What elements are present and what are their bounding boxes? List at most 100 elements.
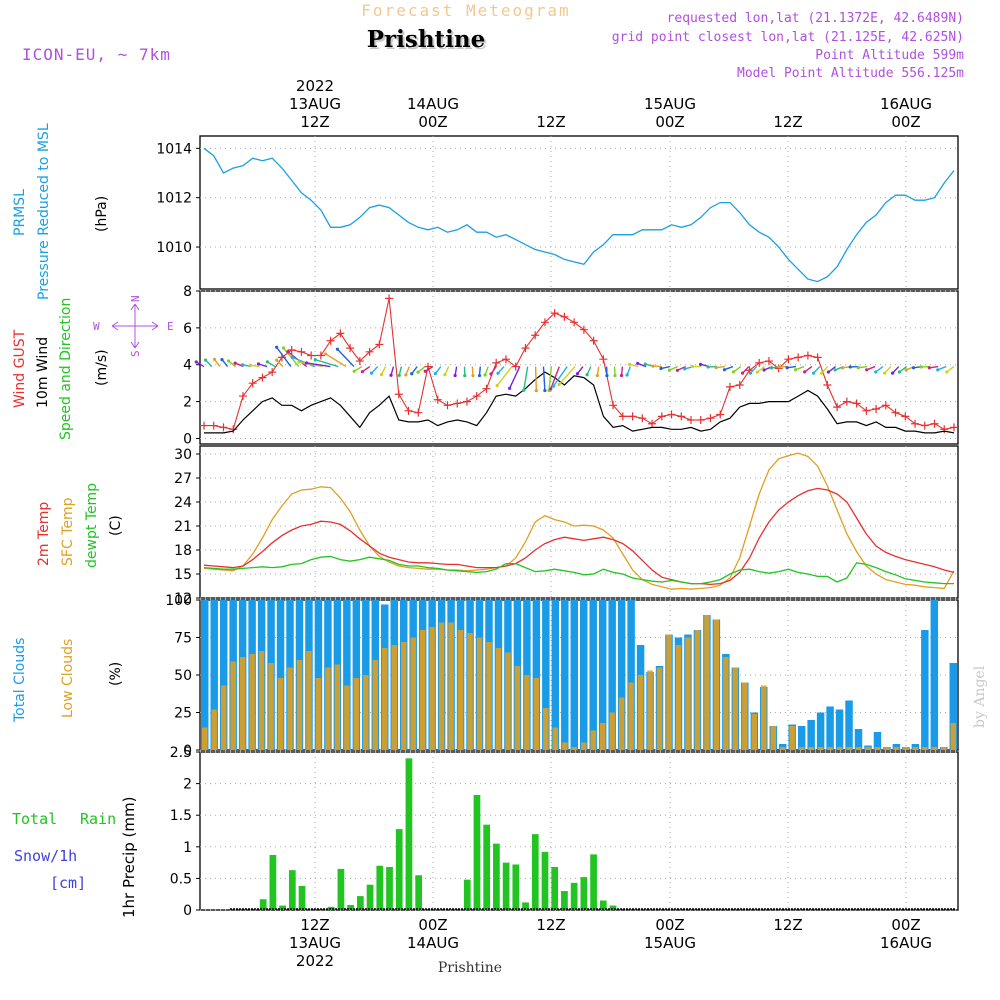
low-cloud-bar bbox=[571, 747, 577, 750]
low-cloud-bar bbox=[391, 645, 397, 750]
wind-arrowhead bbox=[557, 382, 561, 387]
panel-frame bbox=[199, 135, 959, 290]
low-cloud-bar bbox=[344, 685, 350, 750]
precip-bar bbox=[415, 875, 423, 910]
low-cloud-bar bbox=[637, 675, 644, 750]
cloud-tick-label: 50 bbox=[174, 668, 192, 684]
low-cloud-bar bbox=[429, 627, 435, 750]
low-cloud-bar bbox=[372, 660, 379, 750]
gust-marker bbox=[492, 358, 501, 367]
precip-bar bbox=[580, 877, 588, 910]
wind-direction-arrow bbox=[315, 358, 339, 368]
panel-frame bbox=[199, 290, 959, 445]
wind-arrowhead bbox=[194, 360, 198, 364]
cloud-tick-label: 100 bbox=[165, 593, 192, 609]
low-cloud-bar bbox=[410, 637, 416, 750]
gust-marker bbox=[784, 355, 793, 364]
wind-arrowhead bbox=[840, 366, 845, 370]
low-cloud-bar bbox=[656, 667, 663, 750]
total-cloud-bar bbox=[343, 600, 351, 750]
gust-marker bbox=[794, 353, 803, 362]
wind-arrowhead bbox=[551, 384, 555, 388]
bottom-time-label: 00Z bbox=[418, 916, 447, 934]
wind-arrowhead bbox=[369, 371, 374, 375]
low-cloud-bar bbox=[306, 651, 312, 750]
wind-arrowhead bbox=[698, 362, 703, 366]
precip-bar bbox=[502, 862, 510, 910]
precip-tick-label: 1 bbox=[183, 840, 192, 856]
low-cloud-bar bbox=[713, 619, 720, 750]
wind-arrowhead bbox=[848, 365, 852, 369]
wind-tick-label: 8 bbox=[183, 284, 192, 300]
gust-marker bbox=[482, 384, 491, 393]
gust-marker bbox=[531, 331, 540, 340]
gust-marker bbox=[881, 401, 890, 410]
precip-bar bbox=[531, 834, 539, 910]
low-cloud-bar bbox=[618, 697, 625, 750]
wind-direction-arrow bbox=[523, 366, 529, 391]
gust-marker bbox=[589, 336, 598, 345]
wind-arrowhead bbox=[410, 372, 414, 376]
total-cloud-bar bbox=[854, 729, 863, 750]
low-cloud-bar bbox=[505, 652, 511, 750]
wind-direction-arrow bbox=[336, 348, 355, 368]
low-cloud-bar bbox=[817, 747, 824, 750]
wind-arrowhead bbox=[667, 368, 672, 372]
precip-bar bbox=[347, 904, 354, 910]
low-cloud-bar bbox=[287, 667, 293, 750]
low-cloud-bar bbox=[628, 682, 634, 750]
temp-tick-label: 27 bbox=[174, 471, 192, 487]
gust-marker bbox=[657, 412, 666, 421]
low-cloud-bar bbox=[827, 747, 833, 750]
cloud-tick-label: 0 bbox=[183, 743, 192, 759]
wind-arrowhead bbox=[755, 370, 759, 374]
low-cloud-bar bbox=[685, 637, 691, 750]
temp-tick-label: 15 bbox=[174, 567, 192, 583]
precip-bar bbox=[541, 851, 549, 910]
model-point-altitude: Model Point Altitude 556.125m bbox=[737, 66, 964, 81]
temp-tick-label: 18 bbox=[174, 543, 192, 559]
gust-marker bbox=[950, 423, 958, 432]
gust-marker bbox=[209, 421, 218, 430]
gust-marker bbox=[901, 412, 910, 421]
wind-arrowhead bbox=[522, 388, 526, 392]
precip-tick-label: 0.5 bbox=[170, 871, 192, 887]
gust-marker bbox=[287, 345, 296, 354]
wind-arrowhead bbox=[233, 361, 237, 365]
wind-arrowhead bbox=[927, 366, 931, 370]
top-time-label: 00Z bbox=[418, 113, 447, 131]
bottom-time-label: 12Z bbox=[300, 916, 329, 934]
gust-marker bbox=[628, 412, 637, 421]
cloud-tick-label: 25 bbox=[174, 706, 192, 722]
precip-bar bbox=[473, 794, 481, 910]
wind-arrowhead bbox=[313, 358, 317, 362]
precip-bar bbox=[386, 867, 393, 910]
wind-direction-arrow bbox=[552, 366, 568, 387]
wind-arrowhead bbox=[595, 373, 599, 378]
top-time-label: 12Z bbox=[536, 113, 565, 131]
wind-arrowhead bbox=[643, 362, 647, 366]
wind-tick-label: 2 bbox=[183, 395, 192, 411]
low-cloud-bar bbox=[798, 747, 805, 750]
gust-marker bbox=[268, 368, 277, 377]
total-cloud-bar bbox=[949, 663, 957, 750]
wind-arrowhead bbox=[397, 373, 401, 377]
low-cloud-bar bbox=[448, 622, 454, 750]
low-cloud-bar bbox=[239, 657, 246, 750]
wind-arrowhead bbox=[575, 372, 580, 376]
total-cloud-bar bbox=[551, 600, 560, 750]
gust-marker bbox=[716, 410, 725, 419]
gust-marker bbox=[375, 340, 384, 349]
gust-marker bbox=[248, 379, 257, 388]
wind-arrowhead bbox=[423, 369, 427, 373]
total-cloud-bar bbox=[873, 732, 882, 750]
temp-tick-label: 30 bbox=[174, 447, 192, 463]
pressure-ylabel-3: (hPa) bbox=[94, 196, 110, 232]
panel-frame bbox=[199, 751, 959, 911]
low-cloud-bar bbox=[855, 747, 862, 750]
total-cloud-bar bbox=[627, 600, 635, 750]
wind-arrowhead bbox=[636, 361, 640, 366]
low-cloud-bar bbox=[609, 712, 615, 750]
gust-marker bbox=[813, 353, 822, 362]
low-cloud-bar bbox=[457, 630, 464, 750]
